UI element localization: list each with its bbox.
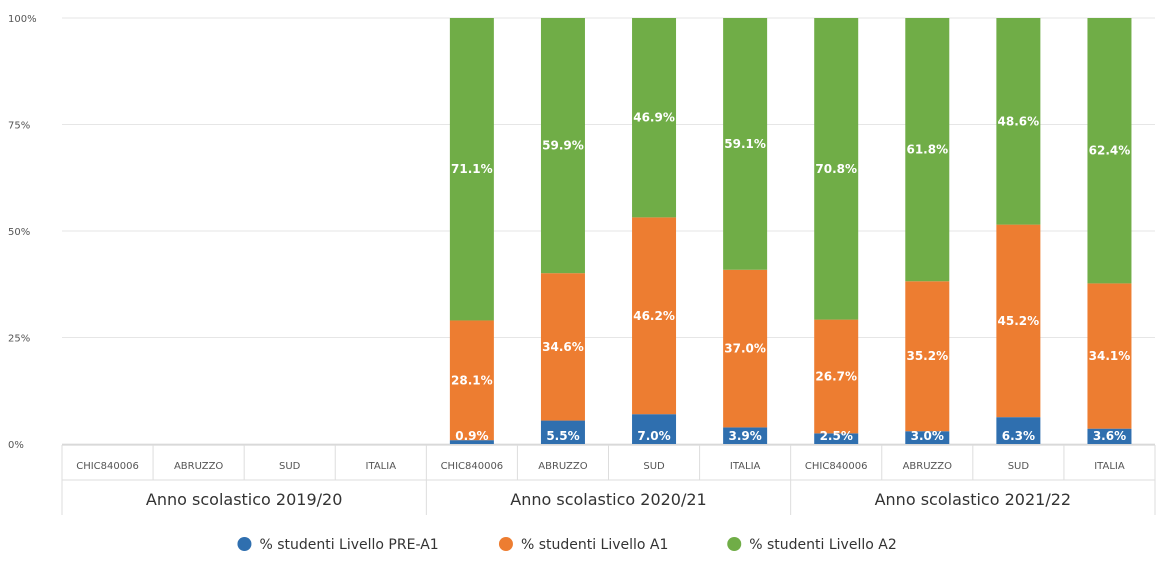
bar-segment: [632, 414, 677, 444]
bar-segment: [540, 273, 585, 421]
legend-marker: [237, 537, 252, 551]
data-label: 26.7%: [815, 369, 857, 383]
legend-marker: [727, 537, 742, 551]
data-label: 6.3%: [1002, 429, 1035, 443]
data-label: 2.5%: [820, 429, 853, 443]
data-label: 3.0%: [911, 429, 944, 443]
data-label: 35.2%: [906, 349, 948, 363]
grid-layer: [62, 17, 1155, 445]
bar-segment: [996, 18, 1041, 225]
bar-segment: [723, 18, 768, 270]
x-category-label: SUD: [643, 461, 665, 472]
data-label: 3.6%: [1093, 429, 1126, 443]
x-category-label: ABRUZZO: [903, 461, 952, 472]
bar-segment: [540, 420, 585, 444]
legend-marker: [498, 537, 513, 551]
bars-layer: [449, 18, 1132, 444]
x-category-label: ITALIA: [730, 461, 761, 472]
bar-segment: [996, 224, 1041, 418]
legend-item-label[interactable]: % studenti Livello A2: [749, 537, 896, 553]
data-label: 46.2%: [633, 309, 675, 323]
data-label: 48.6%: [998, 114, 1040, 128]
data-label: 34.1%: [1089, 349, 1131, 363]
bar-segment: [814, 18, 859, 320]
data-label: 37.0%: [724, 342, 766, 356]
x-group-label: Anno scolastico 2021/22: [875, 490, 1071, 509]
bar-segment: [905, 281, 950, 432]
bar-segment: [1087, 283, 1132, 429]
data-label: 0.9%: [455, 429, 488, 443]
bar-segment: [449, 440, 494, 444]
x-group-label: Anno scolastico 2019/20: [146, 490, 342, 509]
data-label: 70.8%: [815, 162, 857, 176]
x-axis: CHIC840006 ABRUZZO SUD ITALIA CHIC840006 ABRU…: [61, 444, 1156, 515]
data-label: 71.1%: [451, 162, 493, 176]
legend-item-label[interactable]: % studenti Livello PRE-A1: [259, 537, 438, 553]
x-category-label: SUD: [1008, 461, 1030, 472]
x-group-label: Anno scolastico 2020/21: [510, 490, 706, 509]
bar-segment: [996, 417, 1041, 444]
x-category-label: ABRUZZO: [538, 461, 587, 472]
data-label: 3.9%: [728, 429, 761, 443]
bar-segment: [540, 18, 585, 274]
bar-segment: [723, 269, 768, 428]
bar-segment: [632, 217, 677, 415]
data-label: 28.1%: [451, 373, 493, 387]
bar-segment: [905, 18, 950, 282]
data-label: 59.1%: [724, 137, 766, 151]
y-tick-label: 25%: [8, 334, 30, 345]
x-category-label: CHIC840006: [441, 461, 504, 472]
bar-segment: [1087, 18, 1132, 284]
data-label: 61.8%: [906, 143, 948, 157]
y-tick-label: 50%: [8, 227, 30, 238]
legend: % studenti Livello PRE-A1 % studenti Live…: [237, 537, 897, 553]
bar-segment: [632, 18, 677, 218]
data-label: 62.4%: [1089, 144, 1131, 158]
bar-segment: [1087, 428, 1132, 444]
x-category-label: ITALIA: [366, 461, 397, 472]
bar-segment: [723, 427, 768, 444]
y-tick-label: 75%: [8, 121, 30, 132]
bar-segment: [905, 431, 950, 444]
data-label: 45.2%: [998, 314, 1040, 328]
x-category-label: SUD: [279, 461, 301, 472]
data-label: 5.5%: [546, 429, 579, 443]
y-tick-label: 0%: [8, 440, 24, 451]
y-axis: 0% 25% 50% 75% 100%: [8, 14, 37, 451]
bar-segment: [814, 319, 859, 434]
x-category-label: ABRUZZO: [174, 461, 223, 472]
bar-segment: [449, 18, 494, 321]
x-category-label: ITALIA: [1094, 461, 1125, 472]
data-label: 7.0%: [637, 429, 670, 443]
bar-segment: [449, 320, 494, 441]
y-tick-label: 100%: [8, 14, 37, 25]
x-category-label: CHIC840006: [76, 461, 139, 472]
bar-segment: [814, 433, 859, 444]
data-label: 59.9%: [542, 139, 584, 153]
data-label: 34.6%: [542, 340, 584, 354]
legend-item-label[interactable]: % studenti Livello A1: [521, 537, 668, 553]
x-category-label: CHIC840006: [805, 461, 868, 472]
data-label: 46.9%: [633, 111, 675, 125]
data-labels-layer: 0.9% 28.1% 71.1% 5.5% 34.6% 59.9% 7.0% 46.2% 46.…: [451, 111, 1130, 443]
